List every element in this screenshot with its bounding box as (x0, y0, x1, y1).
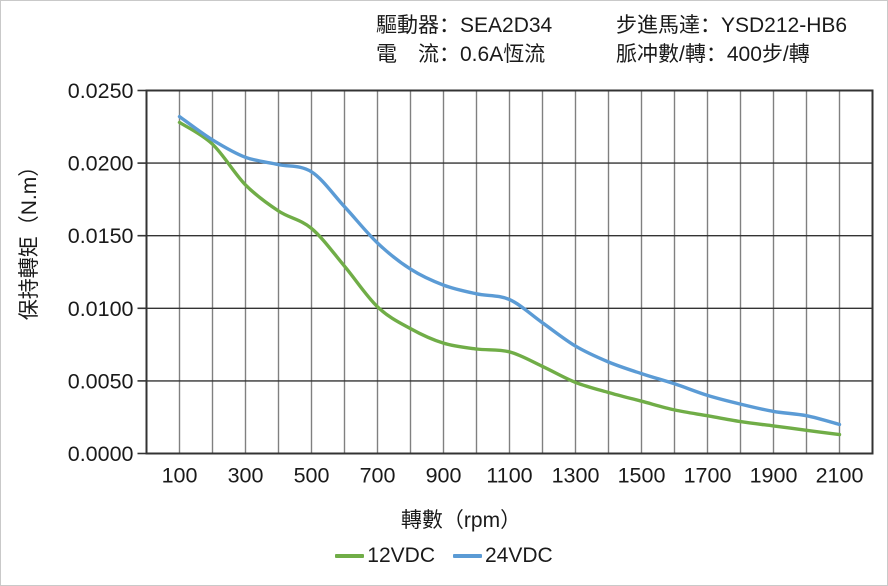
x-tick-label: 300 (228, 464, 264, 488)
driver-row: 驅動器：SEA2D34 (376, 11, 552, 40)
y-tick-label: 0.0150 (68, 224, 134, 248)
legend-swatch-24vdc-icon (453, 554, 482, 558)
header-driver-block: 驅動器：SEA2D34 電 流：0.6A恆流 (376, 11, 552, 69)
legend-label-12vdc: 12VDC (367, 544, 435, 567)
x-tick-label: 100 (162, 464, 198, 488)
x-tick-label: 1700 (684, 464, 732, 488)
legend-item-24vdc: 24VDC (453, 544, 553, 568)
driver-value: SEA2D34 (460, 14, 553, 37)
y-tick-label: 0.0050 (68, 369, 134, 393)
x-tick-label: 1300 (552, 464, 600, 488)
x-tick-label: 1900 (750, 464, 798, 488)
motor-row: 步進馬達：YSD212-HB6 (616, 11, 847, 40)
x-tick-label: 2100 (816, 464, 864, 488)
legend-label-24vdc: 24VDC (485, 544, 553, 567)
pulses-label: 脈冲數/轉： (616, 43, 727, 66)
x-axis-title: 轉數（rpm） (400, 509, 522, 532)
x-tick-label: 1500 (618, 464, 666, 488)
legend-item-12vdc: 12VDC (335, 544, 435, 568)
y-tick-label: 0.0100 (68, 297, 134, 321)
current-row: 電 流：0.6A恆流 (376, 40, 552, 69)
y-axis-title: 保持轉矩（N.m） (18, 155, 41, 321)
x-tick-label: 900 (426, 464, 462, 488)
y-tick-label: 0.0200 (68, 152, 134, 176)
current-value: 0.6A恆流 (460, 43, 546, 66)
pulses-row: 脈冲數/轉：400步/轉 (616, 40, 847, 69)
motor-value: YSD212-HB6 (721, 14, 848, 37)
x-tick-label: 1100 (486, 464, 532, 488)
motor-label: 步進馬達： (616, 14, 721, 37)
current-label: 電 流： (376, 43, 460, 66)
pulses-value: 400步/轉 (726, 43, 810, 66)
legend-swatch-12vdc-icon (335, 554, 365, 558)
curve-12vdc (177, 120, 842, 437)
plot-border (145, 89, 874, 455)
y-tick-label: 0.0250 (68, 79, 134, 103)
header-motor-block: 步進馬達：YSD212-HB6 脈冲數/轉：400步/轉 (616, 11, 847, 69)
x-tick-label: 500 (294, 464, 330, 488)
curve-24vdc (177, 114, 842, 427)
legend: 12VDC 24VDC (1, 544, 887, 568)
x-tick-label: 700 (360, 464, 396, 488)
driver-label: 驅動器： (376, 14, 460, 37)
y-tick-label: 0.0000 (68, 442, 134, 466)
